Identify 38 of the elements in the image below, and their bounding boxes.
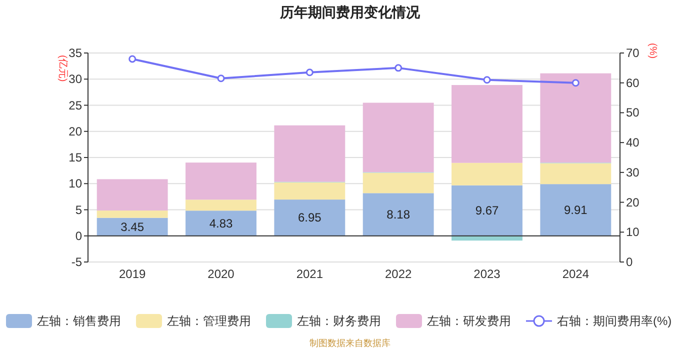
text: 制图数据来自数据库 [310, 338, 390, 348]
y2-tick-label: 20 [626, 195, 640, 210]
y2-tick-label: 50 [626, 106, 640, 120]
y-tick-label: 35 [68, 46, 82, 60]
x-tick-label: 2020 [208, 267, 235, 281]
legend-label: 左轴：销售费用 [37, 314, 121, 328]
y2-tick-label: 30 [626, 165, 640, 180]
y-axis-title: (亿元) [57, 55, 68, 82]
y-tick-label: 5 [75, 202, 82, 217]
chart-title: 历年期间费用变化情况 [279, 4, 421, 20]
y2-tick-label: 0 [626, 255, 633, 269]
y2-axis-title: (%) [647, 43, 658, 59]
data-label: 9.91 [564, 202, 588, 217]
x-tick-label: 2019 [118, 267, 146, 281]
legend-label: 左轴：管理费用 [167, 314, 251, 328]
legend-label: 左轴：财务费用 [297, 314, 381, 328]
y2-tick-label: 60 [626, 76, 640, 90]
data-label: 6.95 [298, 210, 322, 225]
x-tick-label: 2021 [296, 267, 324, 281]
data-label: 8.18 [386, 208, 410, 222]
y-tick-label: 20 [68, 124, 82, 138]
y-tick-label: 0 [75, 228, 82, 243]
legend-label: 左轴：研发费用 [427, 314, 511, 328]
x-tick-label: 2023 [474, 267, 501, 281]
data-label: 4.83 [209, 216, 233, 230]
data-label: 3.45 [120, 220, 144, 234]
y-tick-label: 25 [68, 98, 82, 112]
y2-tick-label: 10 [626, 225, 640, 240]
x-tick-label: 2024 [562, 267, 590, 281]
y-tick-label: 30 [68, 72, 82, 86]
y2-tick-label: 40 [626, 136, 640, 150]
y-tick-label: -5 [71, 255, 82, 269]
y2-tick-label: 70 [626, 46, 640, 60]
legend-label: 右轴：期间费用率(%) [557, 314, 672, 328]
y-tick-label: 15 [68, 150, 82, 164]
y-tick-label: 10 [68, 176, 82, 191]
data-label: 9.67 [475, 204, 499, 218]
x-tick-label: 2022 [384, 267, 412, 281]
